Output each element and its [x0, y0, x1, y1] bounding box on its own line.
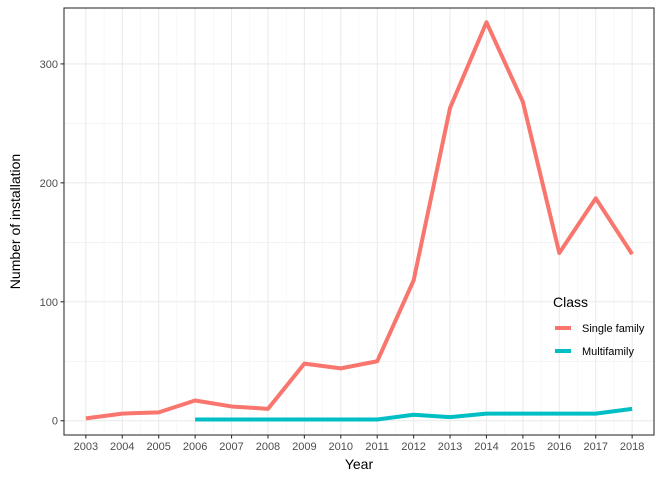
- y-tick-label: 200: [40, 178, 58, 190]
- x-tick-label: 2011: [365, 441, 389, 453]
- legend-items: Single family Multifamily: [555, 323, 645, 358]
- series-line-single-family: [85, 20, 634, 421]
- x-tick-label: 2009: [292, 441, 316, 453]
- series-lines: [85, 20, 634, 422]
- legend-label-single-family: Single family: [582, 323, 645, 335]
- legend-label-multifamily: Multifamily: [582, 346, 634, 358]
- y-tick-label: 0: [52, 416, 58, 428]
- legend-title: Class: [553, 294, 588, 310]
- x-tick-label: 2003: [74, 441, 98, 453]
- panel-border: [63, 7, 655, 436]
- x-tick-label: 2018: [620, 441, 644, 453]
- x-tick-label: 2015: [511, 441, 535, 453]
- y-tick-label: 300: [40, 59, 58, 71]
- x-axis-title: Year: [345, 456, 374, 472]
- x-tick-label: 2010: [329, 441, 353, 453]
- y-tick-label: 100: [40, 297, 58, 309]
- y-axis-title: Number of installation: [7, 154, 23, 289]
- x-tick-label: 2017: [583, 441, 607, 453]
- x-tick-label: 2012: [401, 441, 425, 453]
- x-tick-label: 2014: [474, 441, 498, 453]
- legend: Class Single family Multifamily: [553, 294, 645, 358]
- x-tick-label: 2013: [438, 441, 462, 453]
- x-tick-label: 2004: [110, 441, 134, 453]
- series-line-multifamily: [195, 406, 633, 422]
- x-tick-label: 2005: [146, 441, 170, 453]
- x-tick-label: 2016: [547, 441, 571, 453]
- x-tick-label: 2008: [256, 441, 280, 453]
- x-tick-label: 2007: [219, 441, 243, 453]
- x-tick-label: 2006: [183, 441, 207, 453]
- y-axis: 0 100 200 300: [40, 59, 64, 428]
- x-axis: 2003 2004 2005 2006 2007 2008 2009 2010 2011 2012…: [74, 435, 644, 453]
